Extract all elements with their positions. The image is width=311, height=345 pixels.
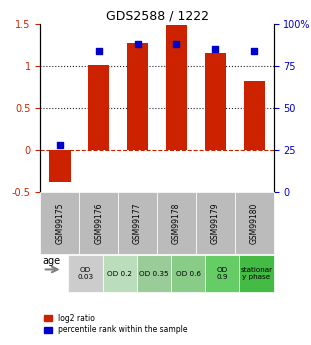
- FancyBboxPatch shape: [79, 191, 118, 254]
- Text: OD 0.35: OD 0.35: [139, 270, 169, 277]
- Bar: [166, 25, 187, 150]
- FancyBboxPatch shape: [239, 255, 274, 292]
- Title: GDS2588 / 1222: GDS2588 / 1222: [105, 10, 209, 23]
- FancyBboxPatch shape: [157, 191, 196, 254]
- Point: [135, 41, 140, 47]
- Text: OD 0.6: OD 0.6: [176, 270, 201, 277]
- FancyBboxPatch shape: [137, 255, 171, 292]
- Text: GSM99175: GSM99175: [55, 202, 64, 244]
- Text: age: age: [43, 256, 61, 266]
- FancyBboxPatch shape: [103, 255, 137, 292]
- Text: OD
0.9: OD 0.9: [217, 267, 228, 280]
- Text: GSM99176: GSM99176: [94, 202, 103, 244]
- Point: [174, 41, 179, 47]
- FancyBboxPatch shape: [40, 191, 79, 254]
- FancyBboxPatch shape: [205, 255, 239, 292]
- Bar: [49, 150, 71, 181]
- Bar: [88, 65, 109, 150]
- Text: OD 0.2: OD 0.2: [107, 270, 132, 277]
- FancyBboxPatch shape: [171, 255, 205, 292]
- Bar: [127, 43, 148, 150]
- Text: GSM99180: GSM99180: [250, 202, 259, 244]
- FancyBboxPatch shape: [118, 191, 157, 254]
- Point: [96, 48, 101, 54]
- Bar: [205, 53, 226, 150]
- Point: [213, 47, 218, 52]
- FancyBboxPatch shape: [196, 191, 235, 254]
- FancyBboxPatch shape: [235, 191, 274, 254]
- Text: GSM99179: GSM99179: [211, 202, 220, 244]
- FancyBboxPatch shape: [68, 255, 103, 292]
- Point: [252, 48, 257, 54]
- Text: GSM99177: GSM99177: [133, 202, 142, 244]
- Text: GSM99178: GSM99178: [172, 202, 181, 244]
- Text: OD
0.03: OD 0.03: [77, 267, 94, 280]
- Text: stationar
y phase: stationar y phase: [240, 267, 273, 280]
- Bar: [244, 81, 265, 150]
- Point: [57, 142, 62, 147]
- Legend: log2 ratio, percentile rank within the sample: log2 ratio, percentile rank within the s…: [44, 314, 188, 334]
